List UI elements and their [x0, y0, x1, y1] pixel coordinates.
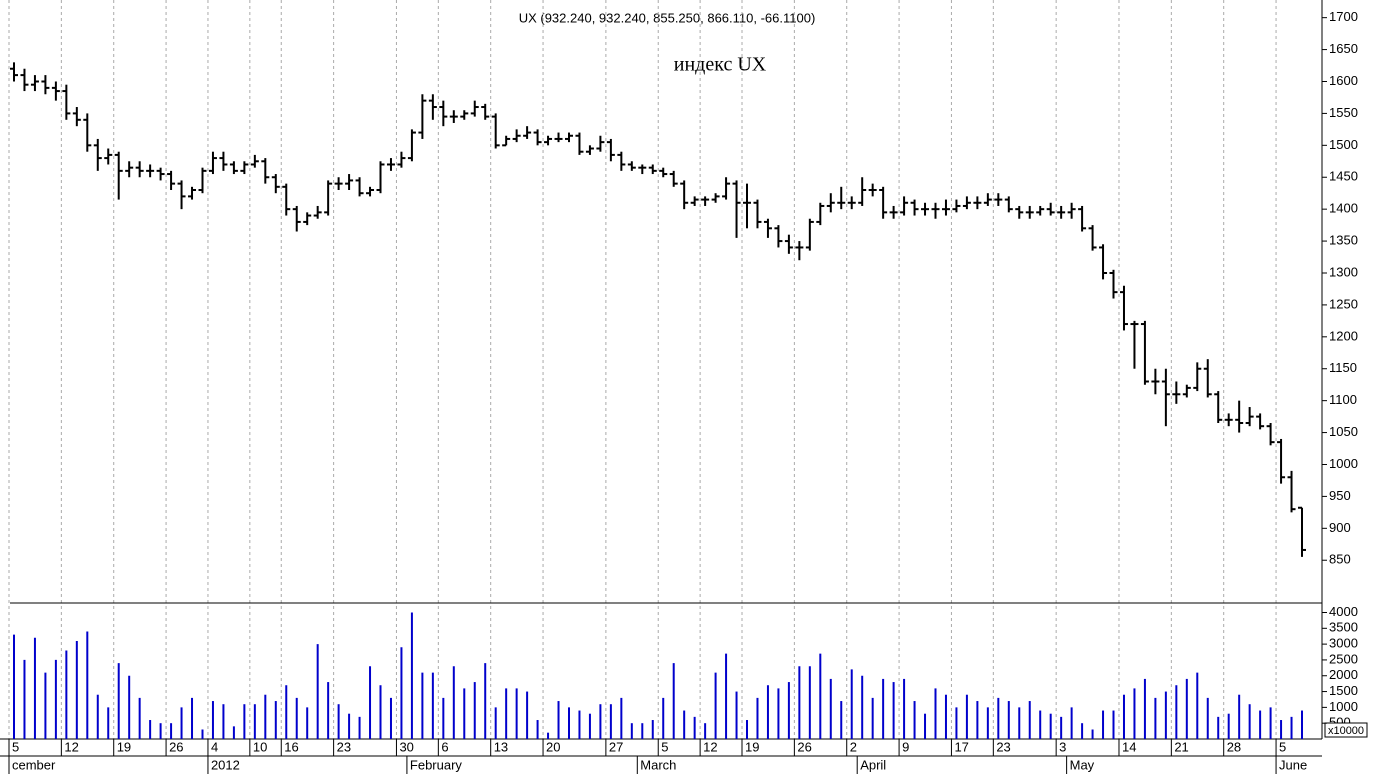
month-label: February	[410, 757, 463, 772]
x-tick-label: 23	[337, 739, 351, 754]
y-tick-label: 1450	[1329, 169, 1358, 184]
x-tick-label: 13	[494, 739, 508, 754]
volume-tick-label: 3500	[1329, 620, 1358, 635]
y-tick-label: 950	[1329, 488, 1351, 503]
volume-unit: x10000	[1328, 725, 1364, 737]
month-label: 2012	[211, 757, 240, 772]
x-tick-label: 26	[169, 739, 183, 754]
x-tick-label: 19	[117, 739, 131, 754]
y-tick-label: 1400	[1329, 201, 1358, 216]
x-tick-label: 5	[12, 739, 19, 754]
x-tick-label: 4	[211, 739, 218, 754]
x-tick-label: 21	[1174, 739, 1188, 754]
x-tick-label: 12	[64, 739, 78, 754]
x-tick-label: 27	[609, 739, 623, 754]
x-tick-label: 19	[745, 739, 759, 754]
x-tick-label: 17	[954, 739, 968, 754]
x-tick-label: 20	[546, 739, 560, 754]
month-label: cember	[12, 757, 56, 772]
month-label: March	[640, 757, 676, 772]
x-tick-label: 12	[703, 739, 717, 754]
x-tick-label: 3	[1059, 739, 1066, 754]
y-tick-label: 850	[1329, 552, 1351, 567]
volume-tick-label: 2500	[1329, 651, 1358, 666]
y-tick-label: 1600	[1329, 73, 1358, 88]
x-tick-label: 23	[996, 739, 1010, 754]
y-tick-label: 900	[1329, 520, 1351, 535]
month-label: June	[1279, 757, 1307, 772]
chart-title: UX (932.240, 932.240, 855.250, 866.110, …	[519, 10, 816, 25]
x-tick-label: 10	[253, 739, 267, 754]
y-tick-label: 1100	[1329, 392, 1357, 407]
month-label: May	[1070, 757, 1095, 772]
y-tick-label: 1200	[1329, 328, 1358, 343]
x-tick-label: 30	[399, 739, 413, 754]
y-tick-label: 1350	[1329, 233, 1358, 248]
x-tick-label: 9	[902, 739, 909, 754]
volume-tick-label: 1000	[1329, 699, 1358, 714]
y-tick-label: 1050	[1329, 424, 1358, 439]
y-tick-label: 1650	[1329, 41, 1358, 56]
month-label: April	[860, 757, 886, 772]
volume-tick-label: 1500	[1329, 683, 1358, 698]
volume-tick-label: 3000	[1329, 636, 1358, 651]
x-tick-label: 14	[1122, 739, 1136, 754]
y-tick-label: 1500	[1329, 137, 1358, 152]
x-tick-label: 5	[661, 739, 668, 754]
x-tick-label: 26	[797, 739, 811, 754]
y-tick-label: 1250	[1329, 296, 1358, 311]
x-tick-label: 5	[1279, 739, 1286, 754]
y-tick-label: 1700	[1329, 9, 1358, 24]
x-tick-label: 28	[1227, 739, 1241, 754]
volume-tick-label: 2000	[1329, 667, 1358, 682]
x-tick-label: 16	[284, 739, 298, 754]
y-tick-label: 1000	[1329, 456, 1358, 471]
x-tick-label: 6	[441, 739, 448, 754]
unit-box	[1324, 722, 1368, 738]
y-tick-label: 1150	[1329, 360, 1357, 375]
x-tick-label: 2	[850, 739, 857, 754]
annotation: индекс UX	[674, 54, 767, 76]
volume-tick-label: 4000	[1329, 604, 1358, 619]
y-tick-label: 1300	[1329, 264, 1358, 279]
y-tick-label: 1550	[1329, 105, 1358, 120]
